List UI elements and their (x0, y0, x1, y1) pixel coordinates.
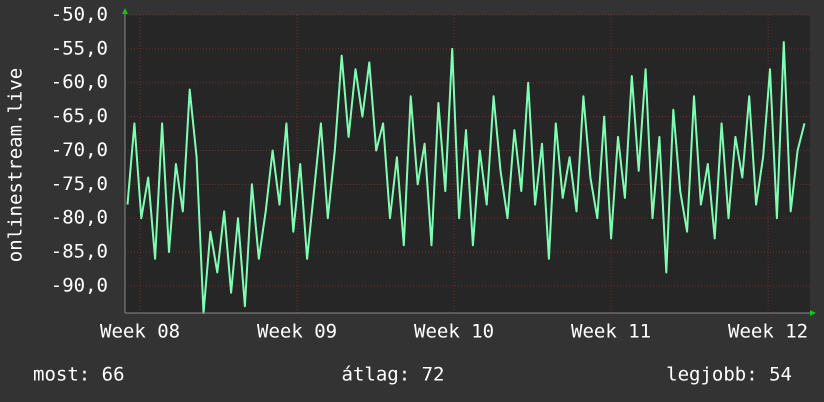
y-axis-label: onlinestream.live (5, 68, 27, 262)
x-tick-label: Week 08 (100, 321, 180, 343)
y-tick-label: -60,0 (51, 71, 108, 93)
plot (126, 41, 806, 314)
footer-current: most: 66 (33, 364, 125, 386)
x-tick-label: Week 09 (257, 321, 337, 343)
footer-average: átlag: 72 (342, 364, 445, 386)
x-tick-label: Week 12 (728, 321, 808, 343)
y-tick-label: -50,0 (51, 4, 108, 26)
x-tick-label: Week 10 (414, 321, 494, 343)
y-tick-label: -55,0 (51, 37, 108, 59)
y-tick-label: -80,0 (51, 207, 108, 229)
data-line (126, 41, 806, 314)
y-tick-label: -65,0 (51, 105, 108, 127)
y-tick-label: -70,0 (51, 139, 108, 161)
x-tick-label: Week 11 (571, 321, 651, 343)
y-tick-label: -90,0 (51, 274, 108, 296)
x-arrow (810, 310, 816, 316)
y-tick-label: -85,0 (51, 241, 108, 263)
footer-best: legjobb: 54 (666, 364, 792, 386)
y-tick-label: -75,0 (51, 173, 108, 195)
y-arrow (122, 8, 128, 14)
